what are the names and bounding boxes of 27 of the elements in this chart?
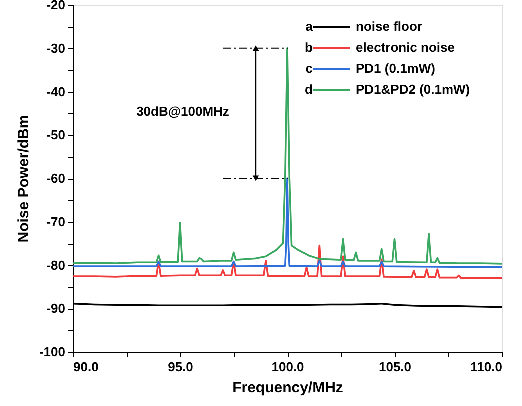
x-tick-label: 100.0 <box>272 360 304 374</box>
annotation: a <box>306 19 314 34</box>
y-tick-label: -100 <box>39 344 66 360</box>
x-axis-title: Frequency/MHz <box>232 380 344 396</box>
annotation: c <box>306 61 313 76</box>
y-tick-label: -80 <box>46 258 66 273</box>
annotation: b <box>305 40 314 55</box>
legend-label: PD1&PD2 (0.1mW) <box>356 82 470 97</box>
annotation: d <box>305 82 314 97</box>
y-tick-label: -30 <box>46 40 66 56</box>
y-tick-label: -60 <box>46 171 66 186</box>
legend-label: noise floor <box>356 19 422 34</box>
line-series <box>72 178 503 268</box>
y-tick-label: -40 <box>46 84 66 100</box>
x-tick-label: 90.0 <box>74 360 99 374</box>
y-tick-label: -50 <box>46 128 66 143</box>
y-tick-label: -20 <box>46 0 66 12</box>
legend-label: PD1 (0.1mW) <box>356 61 436 76</box>
legend-label: electronic noise <box>356 40 455 55</box>
annotation: 30dB@100MHz <box>136 104 230 119</box>
x-tick-label: 105.0 <box>378 360 412 374</box>
line-series <box>72 244 503 280</box>
x-tick-label: 110.0 <box>470 360 502 374</box>
y-tick-label: -70 <box>46 214 66 230</box>
y-tick-label: -90 <box>46 301 66 316</box>
y-axis-title: Noise Power/dBm <box>15 115 32 243</box>
x-tick-label: 95.0 <box>168 360 194 374</box>
